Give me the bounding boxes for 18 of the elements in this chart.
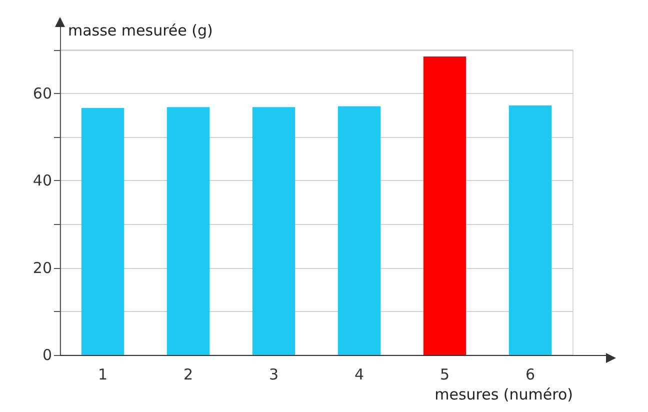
x-tick-label: 2: [183, 366, 194, 384]
x-tick-label: 3: [268, 366, 279, 384]
bar: [166, 107, 210, 355]
bar: [508, 105, 552, 355]
bar: [423, 56, 466, 355]
x-axis-title: mesures (numéro): [434, 386, 573, 404]
y-tick-label: 20: [32, 258, 52, 277]
bar: [81, 108, 124, 355]
x-tick-label: 5: [440, 366, 450, 384]
y-tick-label: 60: [32, 84, 52, 103]
x-tick-label: 1: [98, 366, 108, 384]
bar: [338, 106, 381, 355]
bar: [252, 107, 296, 355]
y-tick-label: 0: [42, 346, 52, 364]
x-tick-label: 6: [525, 366, 536, 384]
x-tick-label: 4: [354, 366, 364, 384]
y-tick-label: 40: [32, 172, 52, 190]
y-axis-title: masse mesurée (g): [68, 22, 213, 40]
